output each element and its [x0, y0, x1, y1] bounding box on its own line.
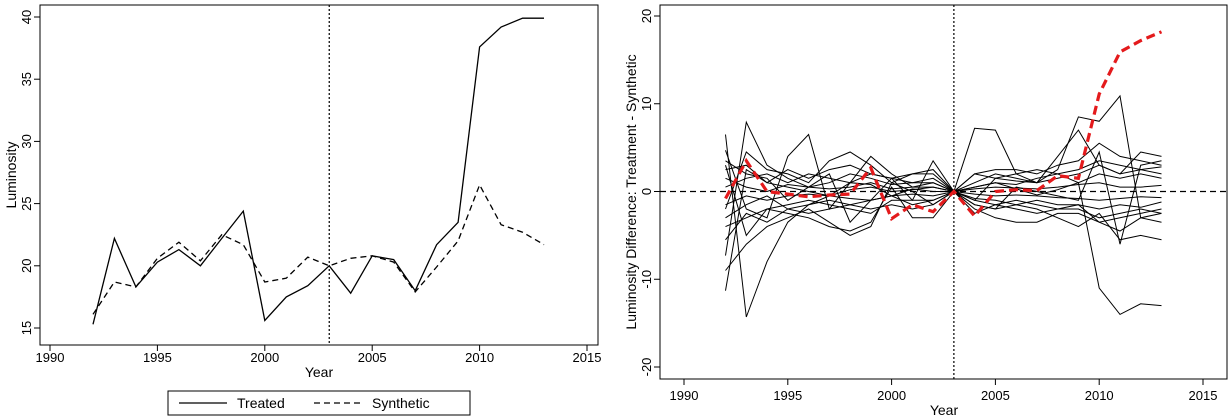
right-y-tick-label: -20	[639, 358, 654, 377]
left-x-tick-label: 2000	[250, 350, 279, 365]
right-placebo-series	[725, 177, 1162, 193]
right-y-axis: -20 -10 0 10 20	[639, 9, 660, 377]
left-y-tick-label: 20	[19, 259, 34, 273]
right-y-tick-label: -10	[639, 270, 654, 289]
left-y-axis: 15 20 25 30 35 40	[19, 10, 40, 335]
left-legend: Treated Synthetic	[167, 390, 471, 416]
right-chart: 1990 1995 2000 2005 2010 2015 -20 -10 0 10 20 Yea…	[623, 4, 1228, 418]
right-placebo-series	[725, 160, 1162, 201]
right-x-tick-label: 2015	[1189, 388, 1218, 403]
right-placebo-series	[725, 165, 1162, 237]
right-x-tick-label: 2010	[1085, 388, 1114, 403]
left-x-axis: 1990 1995 2000 2005 2010 2015	[36, 345, 602, 365]
right-x-axis-label: Year	[930, 402, 959, 418]
left-series-treated	[92, 17, 544, 325]
right-treated-series	[724, 30, 1163, 222]
right-placebo-series	[725, 164, 1162, 193]
left-plot-frame	[39, 4, 599, 346]
right-x-tick-label: 1995	[773, 388, 802, 403]
right-placebo-series	[725, 190, 1162, 206]
right-y-axis-label: Luminosity Difference: Treatment - Synth…	[623, 54, 639, 329]
left-y-tick-label: 40	[19, 10, 34, 24]
left-series-synthetic	[92, 183, 545, 315]
right-placebo-series	[725, 160, 1162, 193]
left-y-tick-label: 25	[19, 196, 34, 210]
left-y-tick-label: 35	[19, 72, 34, 86]
left-x-tick-label: 2005	[358, 350, 387, 365]
right-placebo-series	[725, 190, 1162, 219]
left-x-tick-label: 1990	[36, 350, 65, 365]
legend-synthetic-label: Synthetic	[372, 395, 430, 411]
left-x-tick-label: 2010	[465, 350, 494, 365]
right-placebo-series	[725, 190, 1162, 241]
left-chart: 1990 1995 2000 2005 2010 2015 15 20 25 30 35 40 Ye…	[3, 4, 602, 416]
left-x-tick-label: 2015	[573, 350, 602, 365]
left-series-group	[92, 17, 545, 325]
right-x-tick-label: 1990	[670, 388, 699, 403]
left-y-tick-label: 30	[19, 134, 34, 148]
right-placebo-series	[725, 168, 1162, 316]
right-placebo-series	[725, 120, 1162, 256]
right-placebo-series	[725, 94, 1162, 318]
right-treated-series-group	[724, 30, 1163, 222]
right-x-axis: 1990 1995 2000 2005 2010 2015	[670, 379, 1218, 403]
left-x-axis-label: Year	[305, 364, 334, 380]
left-y-tick-label: 15	[19, 321, 34, 335]
right-x-tick-label: 2005	[981, 388, 1010, 403]
right-y-tick-label: 0	[639, 188, 654, 195]
left-y-axis-label: Luminosity	[3, 142, 19, 209]
right-placebo-series-group	[725, 94, 1162, 318]
right-x-tick-label: 2000	[877, 388, 906, 403]
right-y-tick-label: 20	[639, 9, 654, 23]
legend-treated-label: Treated	[237, 395, 285, 411]
right-y-tick-label: 10	[639, 97, 654, 111]
left-x-tick-label: 1995	[143, 350, 172, 365]
